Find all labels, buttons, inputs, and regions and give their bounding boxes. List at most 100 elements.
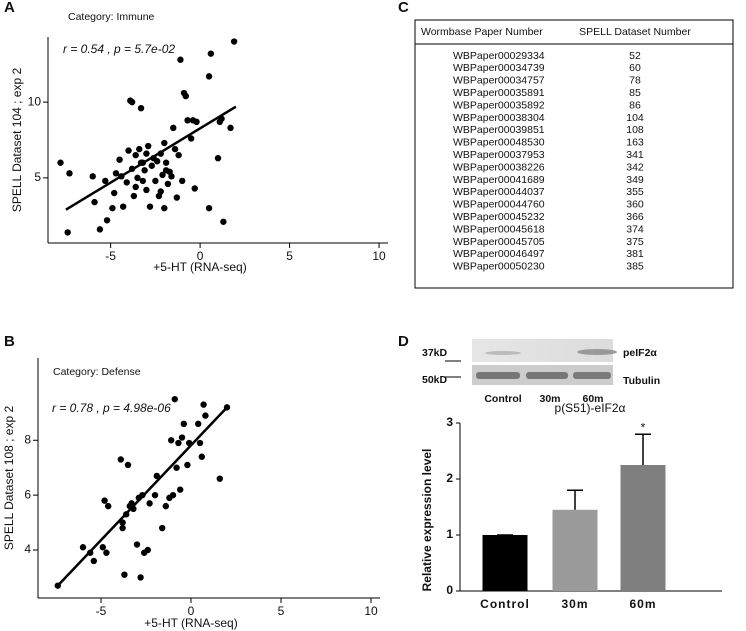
table-cell: 355 — [626, 186, 644, 198]
point — [136, 145, 143, 153]
x-tick-label: Control — [480, 597, 530, 611]
table-cell: 385 — [626, 261, 644, 273]
point — [168, 437, 175, 444]
point — [162, 502, 169, 510]
bar — [620, 465, 666, 591]
point — [180, 420, 187, 428]
point — [161, 204, 168, 212]
y-tick-label: 2 — [446, 471, 453, 485]
point — [170, 124, 177, 132]
chart-title: Category: Defense — [53, 366, 141, 378]
table-cell: 163 — [626, 137, 644, 149]
point — [66, 170, 73, 177]
point — [214, 154, 222, 162]
point — [161, 139, 168, 147]
table-cell: 375 — [626, 236, 644, 248]
point — [111, 189, 118, 197]
table-cell: WBPaper00034739 — [453, 62, 545, 74]
point — [184, 117, 191, 124]
y-tick-label: 1 — [446, 527, 453, 541]
table-cell: WBPaper00050230 — [453, 261, 545, 273]
fit-line — [56, 406, 228, 587]
table-cell: 381 — [626, 248, 644, 260]
table-cell: 360 — [626, 199, 644, 211]
point — [128, 98, 136, 106]
table-cell: 60 — [629, 62, 641, 74]
table-header: SPELL Dataset Number — [579, 26, 691, 38]
point — [89, 173, 96, 180]
point — [132, 183, 139, 191]
x-tick-label: 60m — [629, 597, 656, 611]
point — [220, 218, 227, 225]
panel-label: A — [4, 0, 15, 16]
bar — [482, 535, 528, 591]
point — [164, 180, 172, 188]
x-tick-label: -5 — [96, 604, 107, 618]
point — [112, 170, 120, 177]
bar — [552, 509, 598, 591]
lane-label: 60m — [582, 393, 603, 405]
point — [121, 571, 128, 578]
table-cell: WBPaper00038226 — [453, 161, 545, 173]
chart-title: Category: Immune — [68, 11, 155, 23]
point — [195, 420, 202, 428]
annotation: r = 0.78 , p = 4.98e-06 — [52, 401, 171, 415]
y-tick-label: 6 — [24, 487, 31, 501]
x-tick-label: 5 — [286, 249, 293, 263]
point — [144, 546, 151, 554]
point — [152, 177, 159, 185]
table-cell: WBPaper00029334 — [453, 50, 545, 62]
point — [171, 395, 178, 403]
point — [153, 158, 161, 165]
table-cell: WBPaper00046497 — [453, 248, 545, 260]
table-cell: 341 — [626, 149, 644, 161]
point — [205, 204, 213, 212]
point — [143, 150, 150, 157]
table-cell: WBPaper00039851 — [453, 124, 545, 136]
point — [91, 198, 98, 206]
marker-label: 50kD — [422, 374, 448, 386]
point — [169, 491, 177, 499]
point — [103, 549, 110, 556]
point — [159, 524, 166, 532]
table-cell: WBPaper00045618 — [453, 223, 545, 235]
lane-label: 30m — [539, 393, 560, 405]
point — [146, 203, 154, 210]
point — [105, 502, 112, 510]
point — [178, 434, 186, 441]
x-tick-label: 0 — [197, 249, 204, 263]
x-tick-label: 5 — [278, 604, 285, 618]
table-cell: WBPaper00034757 — [453, 75, 545, 87]
blot-image — [472, 339, 613, 362]
table-cell: 86 — [629, 99, 641, 111]
table-cell: WBPaper00044760 — [453, 199, 545, 211]
table-cell: 342 — [626, 161, 644, 173]
point — [64, 229, 71, 236]
point — [96, 226, 104, 233]
point — [184, 461, 191, 469]
y-tick-label: 5 — [34, 170, 41, 184]
point — [207, 50, 215, 57]
point — [101, 497, 108, 504]
point — [137, 574, 144, 581]
point — [205, 73, 213, 80]
point — [139, 177, 147, 185]
point — [124, 461, 132, 469]
table-cell: 104 — [626, 112, 644, 124]
blot-band — [485, 351, 521, 355]
point — [153, 472, 160, 480]
y-tick-label: 4 — [24, 542, 31, 556]
point — [171, 145, 179, 153]
table-cell: WBPaper00044037 — [453, 186, 545, 198]
point — [123, 179, 130, 186]
panel-label: D — [398, 333, 409, 350]
point — [119, 524, 126, 532]
x-axis-label: +5-HT (RNA-seq) — [144, 616, 237, 630]
point — [196, 439, 204, 447]
table-cell: 374 — [626, 223, 644, 235]
point — [162, 159, 170, 166]
x-tick-label: 10 — [372, 249, 386, 263]
y-tick-label: 8 — [24, 432, 31, 446]
table-cell: WBPaper00045705 — [453, 236, 545, 248]
table-cell: WBPaper00038304 — [453, 112, 545, 124]
